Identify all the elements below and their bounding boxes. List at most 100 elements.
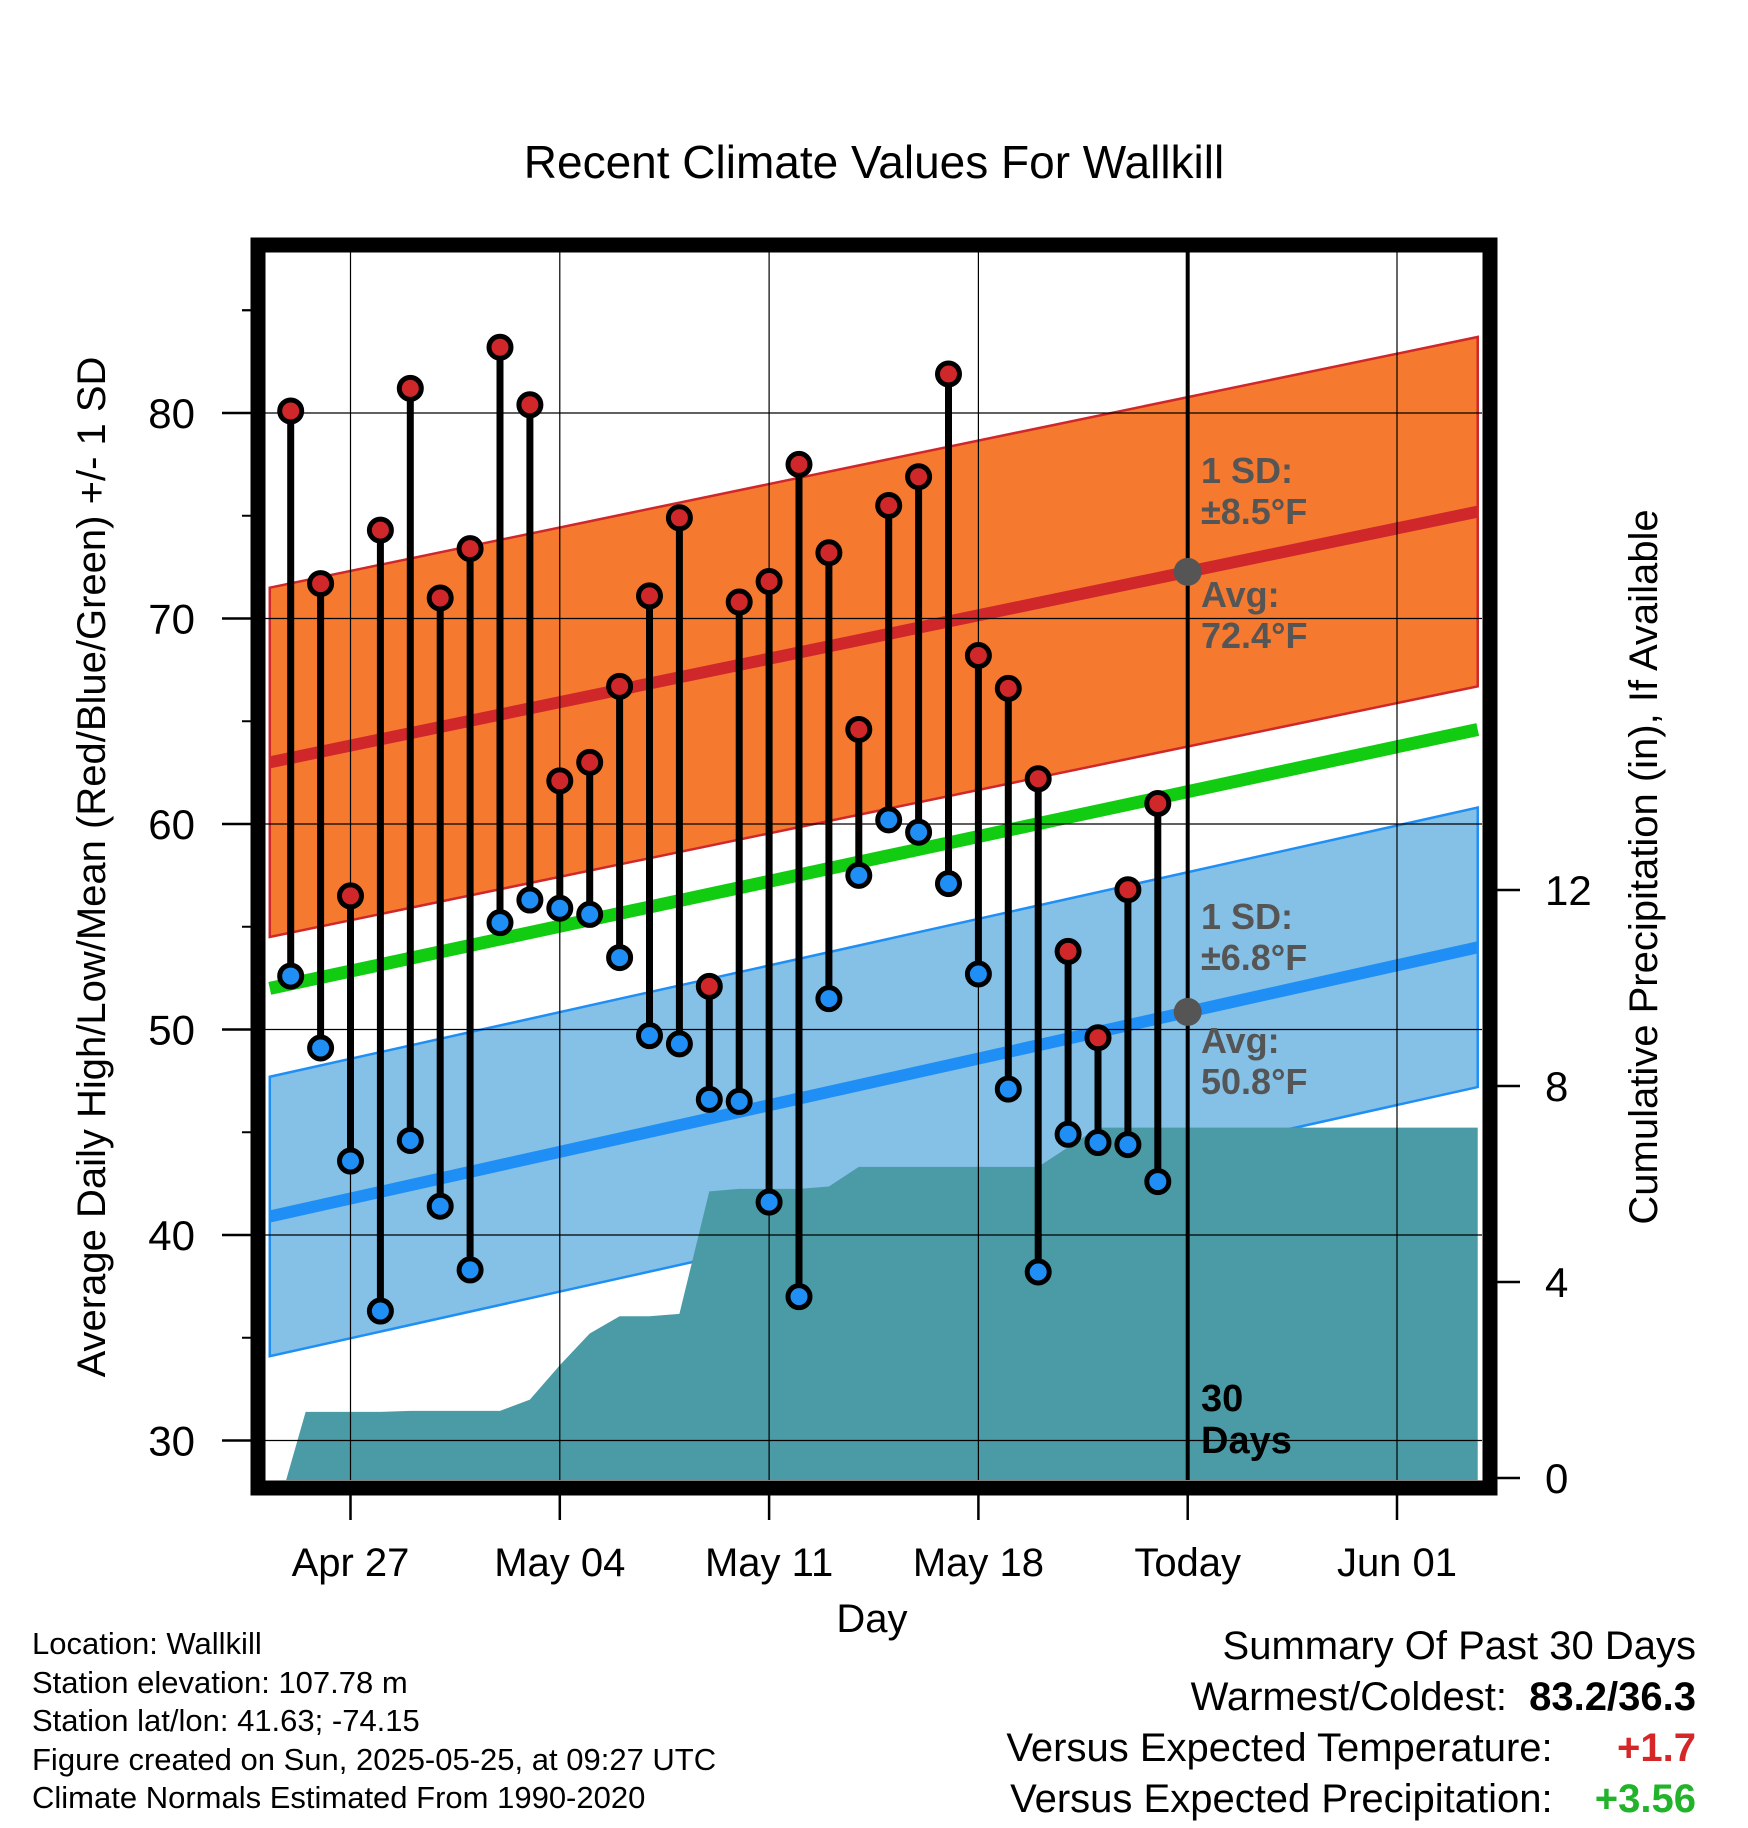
y-tick-label: 80 <box>148 390 195 437</box>
today-low-avg-marker <box>1173 997 1202 1026</box>
days-count-label: 30 <box>1201 1378 1243 1420</box>
high-point <box>755 568 783 596</box>
low-avg-label: Avg: <box>1201 1020 1280 1061</box>
summary-panel: Summary Of Past 30 Days Warmest/Coldest:… <box>1006 1621 1696 1825</box>
temp-anomaly-value: +1.7 <box>1617 1726 1696 1770</box>
plot-frame <box>250 237 1498 1496</box>
high-point <box>636 582 663 610</box>
low-point <box>636 1022 663 1050</box>
precip-anomaly-value: +3.56 <box>1594 1777 1696 1821</box>
summary-precip-row: Versus Expected Precipitation: +3.56 <box>1006 1774 1696 1825</box>
low-point <box>875 806 903 834</box>
x-tick-label: May 18 <box>913 1541 1044 1585</box>
location-text: Location: Wallkill <box>32 1626 262 1661</box>
high-point <box>277 397 305 425</box>
precip-anomaly-label: Versus Expected Precipitation: <box>1010 1777 1553 1821</box>
summary-temp-row: Versus Expected Temperature: +1.7 <box>1006 1723 1696 1774</box>
high-point <box>307 570 335 598</box>
low-point <box>456 1256 484 1284</box>
warmest-label: Warmest/Coldest: <box>1190 1675 1507 1719</box>
low-point <box>1054 1120 1082 1148</box>
low-point <box>516 886 544 914</box>
high-point <box>606 672 634 700</box>
high-point <box>875 491 903 519</box>
y-tick-label: 40 <box>148 1212 195 1259</box>
high-point <box>1024 765 1052 793</box>
warmest-value: 83.2/36.3 <box>1529 1675 1696 1719</box>
high-avg-value: 72.4°F <box>1201 615 1307 656</box>
high-point <box>845 715 873 743</box>
y-tick-label: 60 <box>148 801 195 848</box>
high-avg-label: Avg: <box>1201 574 1280 615</box>
low-point <box>366 1297 394 1325</box>
low-point <box>546 894 574 922</box>
high-point <box>994 674 1022 702</box>
low-point <box>337 1147 364 1175</box>
chart-title: Recent Climate Values For Wallkill <box>524 136 1224 188</box>
low-point <box>1024 1258 1052 1286</box>
y-tick-label: 50 <box>148 1007 195 1054</box>
low-point <box>695 1085 723 1113</box>
x-tick-label: May 04 <box>494 1541 625 1585</box>
low-point <box>725 1087 753 1115</box>
high-point <box>426 584 454 612</box>
low-point <box>426 1192 454 1220</box>
high-point <box>486 333 514 361</box>
high-point <box>1114 876 1142 904</box>
low-point <box>935 870 962 898</box>
high-point <box>546 767 574 795</box>
high-point <box>725 588 753 616</box>
high-point <box>516 391 544 419</box>
x-axis-label: Day <box>836 1597 907 1641</box>
high-point <box>785 450 813 478</box>
low-point <box>964 960 992 988</box>
y-tick-label: 30 <box>148 1418 195 1465</box>
precipitation-area <box>286 1127 1478 1480</box>
low-point <box>606 944 634 972</box>
days-label: Days <box>1201 1420 1292 1462</box>
created-text: Figure created on Sun, 2025-05-25, at 09… <box>32 1741 717 1777</box>
high-point <box>815 539 843 567</box>
elevation-text: Station elevation: 107.78 m <box>32 1664 408 1700</box>
low-point <box>307 1034 335 1062</box>
low-point <box>785 1283 813 1311</box>
high-point <box>366 516 394 544</box>
high-sd-value: ±8.5°F <box>1201 491 1307 532</box>
y2-tick-label: 4 <box>1545 1259 1568 1306</box>
high-point <box>935 360 962 388</box>
x-tick-label: Jun 01 <box>1337 1541 1457 1585</box>
y2-tick-label: 12 <box>1545 867 1592 914</box>
normals-text: Climate Normals Estimated From 1990-2020 <box>32 1780 646 1815</box>
y-axis-label: Average Daily High/Low/Mean (Red/Blue/Gr… <box>70 357 114 1378</box>
low-point <box>396 1126 424 1154</box>
high-point <box>905 463 933 491</box>
low-point <box>1084 1129 1112 1157</box>
low-sd-label: 1 SD: <box>1201 896 1293 937</box>
x-tick-label: May 11 <box>705 1541 833 1585</box>
low-point <box>755 1188 783 1216</box>
high-sd-label: 1 SD: <box>1201 450 1293 491</box>
high-point <box>1084 1024 1112 1052</box>
temp-anomaly-label: Versus Expected Temperature: <box>1006 1726 1553 1770</box>
summary-warmest-row: Warmest/Coldest: 83.2/36.3 <box>1006 1672 1696 1723</box>
high-point <box>396 374 424 402</box>
today-high-avg-marker <box>1173 557 1202 586</box>
x-tick-label: Today <box>1134 1541 1241 1585</box>
y2-axis-label: Cumulative Precipitation (in), If Availa… <box>1622 509 1666 1224</box>
high-point <box>665 504 693 532</box>
low-point <box>1144 1168 1172 1196</box>
high-point <box>1144 789 1172 817</box>
x-tick-label: Apr 27 <box>292 1541 410 1585</box>
high-point <box>456 535 484 563</box>
station-info: Location: Wallkill Station elevation: 10… <box>32 1625 716 1818</box>
high-point <box>1054 937 1082 965</box>
high-point <box>964 641 992 669</box>
high-point <box>695 972 723 1000</box>
low-point <box>1114 1131 1142 1159</box>
y2-tick-label: 8 <box>1545 1063 1568 1110</box>
low-point <box>277 962 305 990</box>
low-point <box>845 861 873 889</box>
low-point <box>576 900 604 928</box>
low-point <box>665 1030 693 1058</box>
